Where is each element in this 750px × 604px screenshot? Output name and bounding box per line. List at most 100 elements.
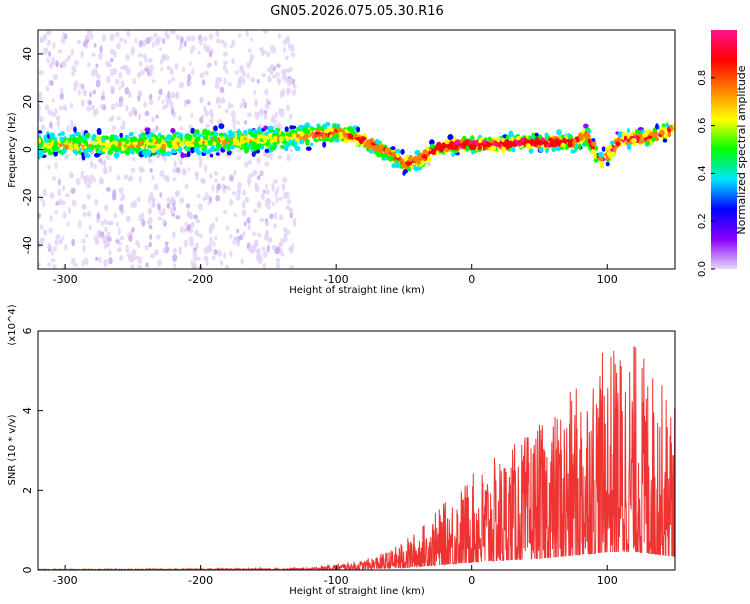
noise-dot	[81, 238, 86, 244]
spectrum-cell	[73, 143, 78, 148]
noise-dot	[61, 185, 66, 192]
spectrum-cell	[83, 145, 88, 150]
noise-dot	[226, 185, 231, 191]
noise-dot	[88, 100, 93, 106]
noise-dot	[148, 241, 153, 248]
noise-dot	[251, 231, 257, 236]
spectrum-cell	[202, 135, 209, 141]
noise-dot	[179, 225, 184, 234]
noise-dot	[172, 167, 177, 174]
noise-dot	[100, 161, 105, 166]
noise-dot	[57, 49, 63, 54]
noise-dot	[141, 218, 146, 227]
noise-dot	[257, 256, 263, 262]
noise-dot	[286, 104, 291, 112]
noise-dot	[183, 239, 188, 248]
spectrum-cell	[154, 143, 161, 150]
noise-dot	[130, 202, 135, 209]
spectrum-cell	[407, 167, 412, 172]
noise-dot	[169, 101, 174, 109]
spectrum-cell	[447, 143, 452, 148]
spectrum-cell	[154, 135, 159, 140]
spectrum-cell	[356, 126, 360, 133]
noise-dot	[246, 216, 251, 224]
spectrum-cell	[540, 137, 546, 142]
spectrum-cell	[598, 151, 604, 158]
noise-dot	[199, 96, 204, 104]
spectrum-cell	[280, 144, 285, 149]
spectrum-cell	[451, 152, 455, 157]
noise-dot	[108, 256, 113, 265]
noise-dot	[38, 111, 41, 117]
spectrum-cell	[100, 138, 106, 142]
noise-dot	[116, 174, 121, 181]
noise-dot	[281, 73, 287, 81]
noise-dot	[52, 175, 56, 182]
noise-dot	[221, 183, 225, 190]
noise-dot	[209, 236, 213, 245]
noise-dot	[183, 40, 187, 47]
noise-dot	[147, 57, 153, 63]
y-tick-label: 0	[21, 567, 34, 574]
noise-dot	[155, 114, 159, 119]
noise-dot	[289, 212, 293, 219]
spectrum-cell	[520, 137, 525, 143]
noise-dot	[198, 233, 203, 238]
spectrum-cell	[225, 137, 229, 142]
noise-dot	[178, 81, 185, 89]
y-tick-label: 20	[21, 95, 34, 109]
noise-dot	[282, 177, 288, 183]
spectrum-cell	[394, 159, 400, 164]
noise-dot	[189, 213, 194, 219]
noise-dot	[110, 85, 116, 92]
noise-dot	[241, 77, 246, 85]
noise-dot	[99, 45, 103, 54]
noise-dot	[198, 37, 204, 46]
noise-dot	[266, 189, 270, 195]
noise-dot	[65, 57, 69, 63]
noise-dot	[142, 54, 147, 59]
noise-dot	[278, 214, 284, 221]
noise-dot	[82, 244, 86, 252]
spectrum-cell	[360, 137, 365, 143]
spectrum-cell	[508, 130, 514, 136]
spectrum-cell	[97, 138, 102, 145]
noise-dot	[139, 60, 143, 67]
noise-dot	[144, 110, 150, 117]
snr-frame	[37, 330, 676, 571]
snr-x-label: Height of straight line (km)	[289, 586, 425, 597]
noise-dot	[149, 167, 153, 173]
noise-dot	[229, 250, 233, 257]
noise-dot	[178, 158, 183, 166]
noise-dot	[48, 62, 54, 69]
spectrum-cell	[309, 142, 314, 146]
spectrum-cell	[161, 143, 166, 149]
noise-dot	[254, 111, 259, 117]
spectrogram-y-label: Frequency (Hz)	[7, 112, 18, 188]
spectrum-cell	[38, 137, 42, 144]
noise-dot	[117, 227, 121, 236]
noise-dot	[52, 41, 56, 50]
noise-dot	[203, 164, 208, 173]
noise-dot	[59, 92, 64, 100]
spectrum-cell	[119, 132, 123, 138]
noise-dot	[48, 121, 53, 129]
colorbar-label: Normalized spectral amplitude	[735, 65, 748, 234]
spectrum-cell	[84, 151, 89, 157]
spectrum-cell	[72, 136, 78, 143]
spectrum-cell	[209, 153, 214, 158]
noise-dot	[269, 213, 274, 220]
noise-dot	[82, 211, 87, 218]
noise-dot	[148, 93, 153, 101]
noise-dot	[280, 108, 285, 113]
noise-dot	[136, 264, 142, 269]
spectrum-cell	[623, 135, 628, 141]
noise-dot	[215, 76, 220, 84]
noise-dot	[212, 240, 216, 247]
noise-dot	[225, 225, 230, 231]
noise-dot	[95, 63, 99, 68]
noise-dot	[232, 238, 237, 246]
spectrum-cell	[198, 133, 204, 138]
noise-dot	[243, 221, 247, 227]
colorbar-tick-label: 0.2	[697, 213, 708, 229]
